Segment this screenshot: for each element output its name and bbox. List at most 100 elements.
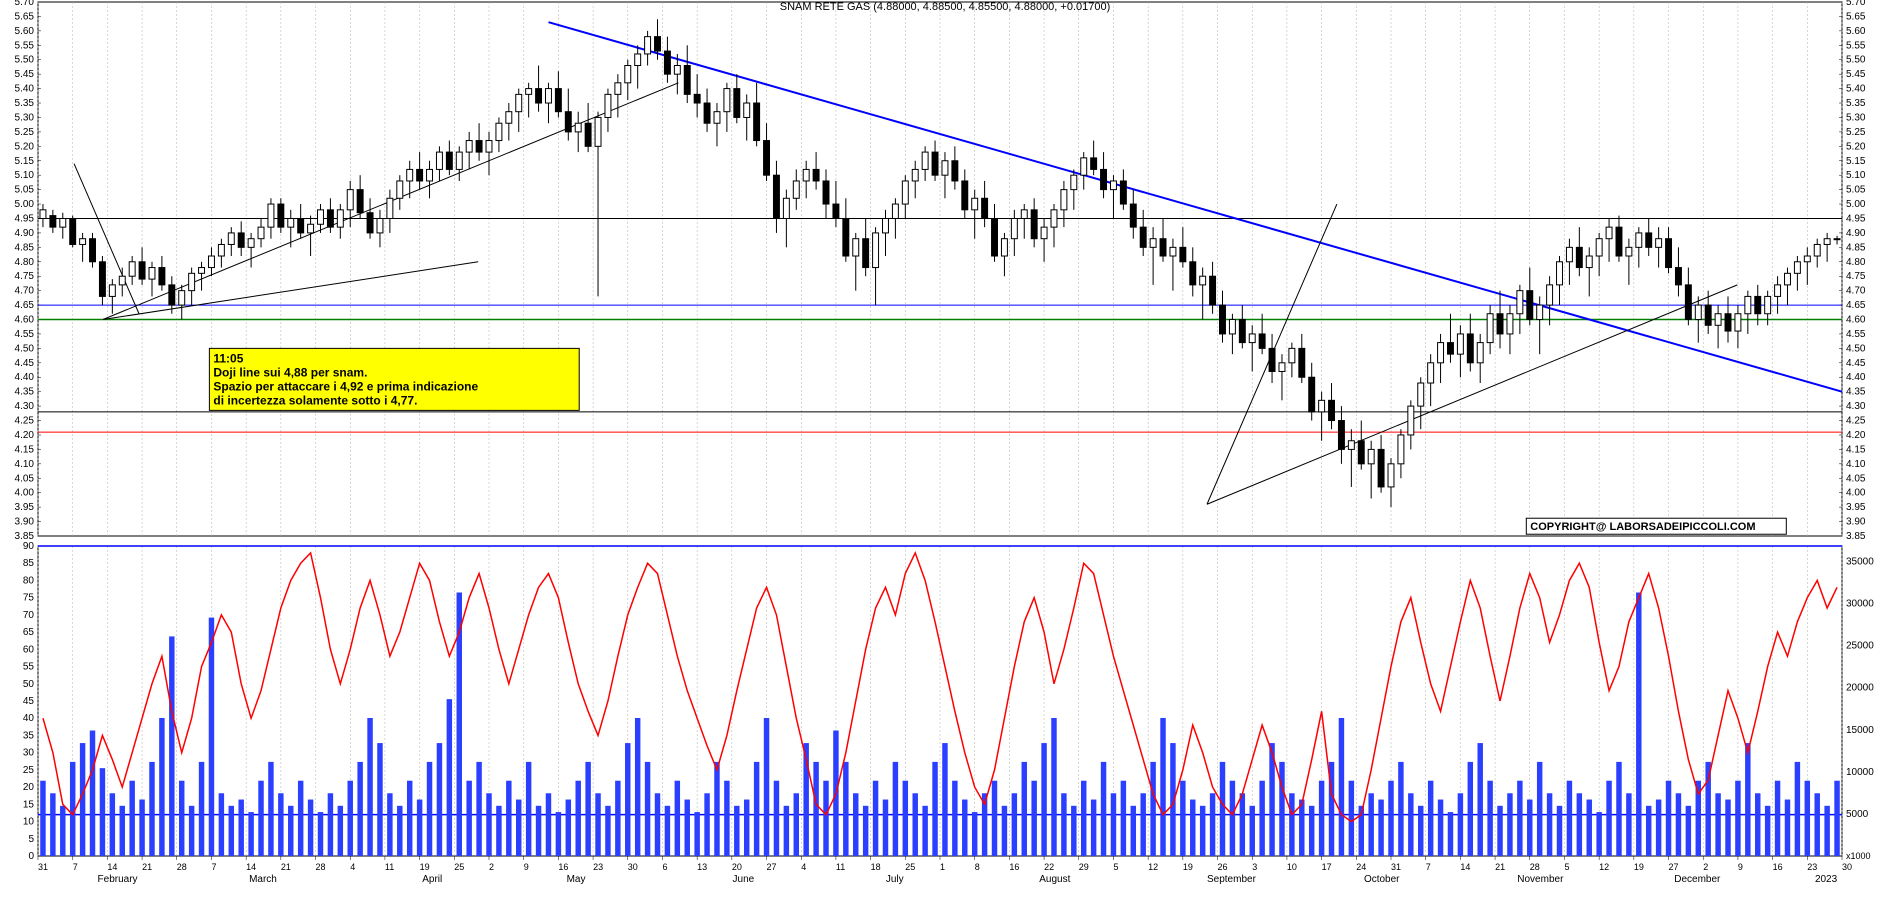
- volume-bar: [1785, 800, 1790, 856]
- stock-chart: 3.853.853.903.903.953.954.004.004.054.05…: [0, 0, 1890, 903]
- svg-text:19: 19: [420, 862, 430, 872]
- volume-bar: [90, 731, 95, 856]
- svg-text:4.00: 4.00: [15, 488, 35, 499]
- volume-bar: [1051, 718, 1056, 856]
- volume-bar: [526, 762, 531, 856]
- volume-bar: [1131, 806, 1136, 856]
- volume-bar: [129, 781, 134, 856]
- volume-bar: [407, 781, 412, 856]
- svg-text:x1000: x1000: [1846, 851, 1871, 861]
- volume-bar: [1477, 743, 1482, 856]
- volume-bar: [1468, 762, 1473, 856]
- volume-bar: [1448, 812, 1453, 856]
- volume-bar: [1497, 806, 1502, 856]
- svg-text:21: 21: [281, 862, 291, 872]
- volume-bar: [110, 793, 115, 856]
- volume-bar: [704, 793, 709, 856]
- volume-bar: [1705, 762, 1710, 856]
- volume-bar: [645, 762, 650, 856]
- svg-text:5.50: 5.50: [15, 55, 35, 66]
- volume-bar: [1061, 793, 1066, 856]
- volume-bar: [169, 636, 174, 856]
- volume-bar: [60, 806, 65, 856]
- volume-bar: [387, 793, 392, 856]
- month-label: February: [98, 874, 138, 885]
- svg-text:5.55: 5.55: [1846, 40, 1866, 51]
- volume-bar: [1805, 781, 1810, 856]
- volume-bar: [486, 793, 491, 856]
- svg-text:3: 3: [1252, 862, 1257, 872]
- volume-bar: [1279, 762, 1284, 856]
- svg-text:6: 6: [662, 862, 667, 872]
- month-label: August: [1039, 874, 1070, 885]
- volume-bar: [357, 762, 362, 856]
- volume-bar: [972, 812, 977, 856]
- svg-text:3.95: 3.95: [1846, 502, 1866, 513]
- volume-bar: [784, 806, 789, 856]
- svg-text:4.30: 4.30: [1846, 401, 1866, 412]
- svg-text:15: 15: [23, 799, 35, 810]
- svg-text:40: 40: [23, 713, 35, 724]
- svg-text:4.65: 4.65: [1846, 300, 1866, 311]
- volume-bar: [318, 812, 323, 856]
- svg-text:4.05: 4.05: [1846, 473, 1866, 484]
- volume-bar: [476, 762, 481, 856]
- svg-text:2: 2: [1703, 862, 1708, 872]
- svg-text:5.00: 5.00: [15, 199, 35, 210]
- volume-bar: [1140, 793, 1145, 856]
- volume-bar: [962, 800, 967, 856]
- svg-text:4.15: 4.15: [15, 444, 35, 455]
- svg-text:4.40: 4.40: [1846, 372, 1866, 383]
- volume-bar: [536, 806, 541, 856]
- volume-bar: [40, 781, 45, 856]
- svg-text:2: 2: [489, 862, 494, 872]
- volume-bar: [893, 762, 898, 856]
- volume-bar: [159, 718, 164, 856]
- svg-text:45: 45: [23, 696, 35, 707]
- svg-text:5.10: 5.10: [15, 170, 35, 181]
- svg-text:85: 85: [23, 558, 35, 569]
- volume-bar: [1824, 806, 1829, 856]
- svg-text:5.35: 5.35: [15, 98, 35, 109]
- svg-text:9: 9: [1738, 862, 1743, 872]
- svg-text:11: 11: [385, 862, 394, 872]
- svg-text:0: 0: [28, 851, 34, 862]
- volume-bar: [1071, 806, 1076, 856]
- volume-bar: [1676, 793, 1681, 856]
- svg-text:25000: 25000: [1846, 641, 1874, 652]
- volume-bar: [50, 793, 55, 856]
- svg-text:5.65: 5.65: [1846, 11, 1866, 22]
- svg-text:3.95: 3.95: [15, 502, 35, 513]
- volume-bar: [942, 743, 947, 856]
- svg-text:20: 20: [23, 782, 35, 793]
- svg-text:70: 70: [23, 610, 35, 621]
- volume-bar: [605, 806, 610, 856]
- svg-text:20: 20: [732, 862, 742, 872]
- volume-bar: [1755, 793, 1760, 856]
- svg-text:4.20: 4.20: [15, 430, 35, 441]
- volume-bar: [883, 800, 888, 856]
- volume-bar: [1012, 793, 1017, 856]
- svg-text:16: 16: [1773, 862, 1783, 872]
- volume-bar: [1368, 793, 1373, 856]
- month-label: March: [249, 874, 277, 885]
- svg-text:4.80: 4.80: [15, 257, 35, 268]
- svg-text:5: 5: [1564, 862, 1569, 872]
- svg-text:5.45: 5.45: [1846, 69, 1866, 80]
- volume-bar: [466, 781, 471, 856]
- svg-text:14: 14: [246, 862, 256, 872]
- svg-text:4.30: 4.30: [15, 401, 35, 412]
- svg-text:4.35: 4.35: [15, 387, 35, 398]
- svg-text:14: 14: [107, 862, 117, 872]
- volume-bar: [566, 800, 571, 856]
- volume-bar: [1547, 793, 1552, 856]
- volume-bar: [308, 800, 313, 856]
- copyright-text: COPYRIGHT@ LABORSADEIPICCOLI.COM: [1530, 521, 1755, 533]
- svg-text:5.45: 5.45: [15, 69, 35, 80]
- volume-bar: [903, 781, 908, 856]
- volume-bar: [189, 806, 194, 856]
- volume-bar: [1487, 781, 1492, 856]
- volume-bar: [1814, 793, 1819, 856]
- volume-bar: [437, 743, 442, 856]
- volume-bar: [912, 793, 917, 856]
